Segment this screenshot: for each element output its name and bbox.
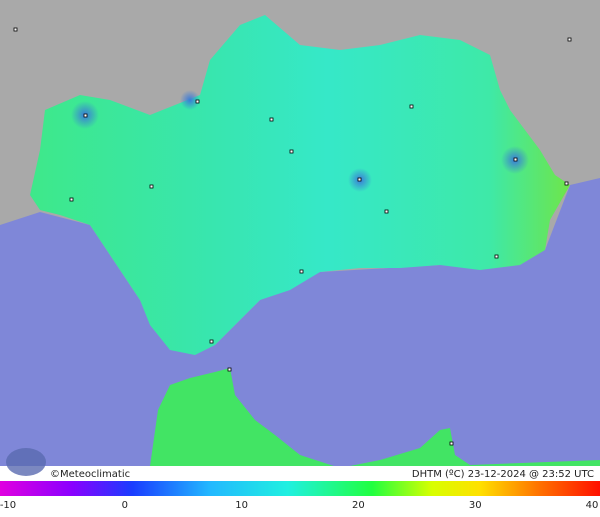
color-scale — [0, 481, 600, 496]
stations — [13, 27, 572, 446]
scale-tick-label: 0 — [122, 500, 128, 511]
scale-tick-label: 20 — [352, 500, 365, 511]
scale-tick-label: -10 — [0, 500, 16, 511]
scale-tick-label: 10 — [235, 500, 248, 511]
cold-spot — [180, 90, 200, 110]
andalusia — [30, 15, 570, 355]
footer-bar — [0, 466, 600, 481]
scale-tick-label: 30 — [469, 500, 482, 511]
logo — [6, 448, 46, 476]
sea — [0, 178, 600, 466]
scale-tick-label: 40 — [586, 500, 599, 511]
credit: ©Meteoclimatic — [50, 469, 130, 480]
morocco — [150, 368, 600, 468]
caption: DHTM (ºC) 23-12-2024 @ 23:52 UTC — [412, 469, 594, 480]
